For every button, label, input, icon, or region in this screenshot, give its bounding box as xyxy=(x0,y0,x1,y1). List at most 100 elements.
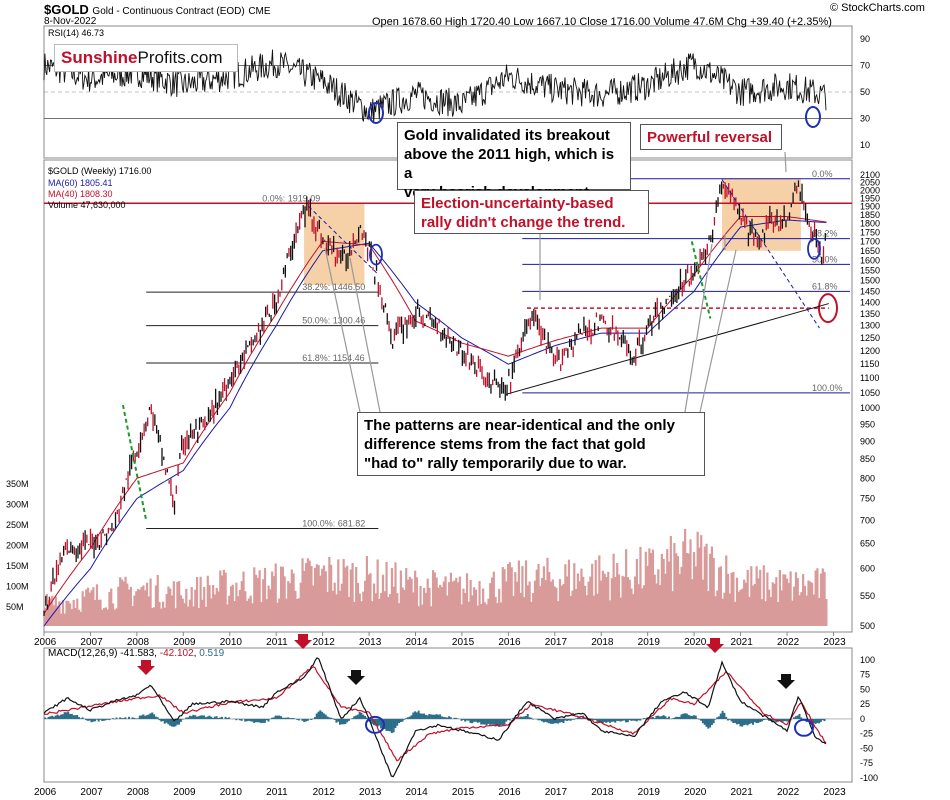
volume-bar xyxy=(383,591,386,626)
macd-histogram-bar xyxy=(766,718,769,720)
year-label: 2012 xyxy=(313,637,336,648)
macd-highlight-circle xyxy=(365,715,385,734)
volume-bar xyxy=(462,588,465,626)
macd-histogram-bar xyxy=(685,713,688,719)
volume-bar xyxy=(174,608,177,626)
volume-legend: Volume 47,630,000 xyxy=(48,200,126,210)
volume-bar xyxy=(650,553,653,626)
volume-bar xyxy=(718,567,721,626)
volume-bar xyxy=(160,608,163,626)
callout-powerful-reversal: Powerful reversal xyxy=(640,124,782,150)
price-tick-label: 550 xyxy=(860,591,875,601)
volume-bar xyxy=(212,584,215,626)
macd-histogram-bar xyxy=(321,711,324,719)
volume-bar xyxy=(176,582,179,626)
volume-bar xyxy=(333,582,336,626)
volume-bar xyxy=(397,603,401,626)
macd-histogram-bar xyxy=(97,718,100,722)
volume-bar xyxy=(378,598,381,626)
macd-histogram-bar xyxy=(558,718,561,723)
macd-histogram-bar xyxy=(142,714,145,719)
volume-bar xyxy=(657,569,660,626)
volume-bar xyxy=(805,595,808,626)
macd-histogram-bar xyxy=(364,715,367,719)
macd-histogram-bar xyxy=(446,717,449,719)
volume-bar xyxy=(349,569,352,626)
macd-histogram-bar xyxy=(487,718,490,724)
volume-bar xyxy=(542,566,546,626)
macd-histogram-bar xyxy=(267,718,270,722)
macd-histogram-bar xyxy=(823,718,826,722)
volume-bar xyxy=(769,597,773,626)
macd-histogram-bar xyxy=(637,718,640,721)
volume-bar xyxy=(301,558,304,626)
volume-bar xyxy=(600,580,603,626)
macd-histogram-bar xyxy=(578,716,581,719)
macd-histogram-bar xyxy=(206,716,209,719)
volume-bar xyxy=(299,582,302,626)
macd-histogram-bar xyxy=(120,718,123,719)
volume-bar xyxy=(235,582,238,626)
volume-bar xyxy=(263,567,267,626)
volume-bar xyxy=(696,531,699,626)
volume-bar xyxy=(104,607,107,626)
volume-bar xyxy=(487,598,490,626)
volume-bar xyxy=(589,576,592,626)
sunshine-profits-logo: SunshineProfits.com xyxy=(54,44,238,72)
macd-histogram-bar xyxy=(507,718,510,721)
volume-bar xyxy=(498,588,501,626)
macd-histogram-bar xyxy=(210,716,213,719)
macd-histogram-bar xyxy=(220,716,223,719)
price-tick-label: 950 xyxy=(860,419,875,429)
macd-red-arrow xyxy=(294,634,312,649)
volume-bar xyxy=(90,590,93,626)
macd-histogram-bar xyxy=(616,718,619,721)
volume-bar xyxy=(735,577,739,626)
volume-bar xyxy=(800,592,803,626)
volume-bar xyxy=(655,583,658,626)
macd-histogram-bar xyxy=(666,717,669,719)
volume-bar xyxy=(192,606,195,626)
macd-histogram-bar xyxy=(612,718,615,722)
volume-bar xyxy=(560,585,563,626)
volume-bar xyxy=(254,574,258,626)
macd-histogram-bar xyxy=(465,718,468,721)
volume-bar xyxy=(376,559,379,626)
volume-bar xyxy=(505,581,508,626)
ma40-line xyxy=(43,216,827,614)
volume-bar xyxy=(52,605,56,626)
volume-bar xyxy=(633,576,637,626)
volume-bar xyxy=(187,606,190,626)
volume-bar xyxy=(374,593,377,626)
macd-histogram-bar xyxy=(315,713,318,719)
macd-histogram-bar xyxy=(306,718,309,721)
volume-bar xyxy=(170,595,174,626)
volume-bar xyxy=(562,584,565,626)
macd-histogram-bar xyxy=(389,718,392,732)
volume-bar xyxy=(131,606,134,626)
volume-bar xyxy=(161,601,165,626)
volume-bar xyxy=(328,556,331,626)
volume-bar xyxy=(791,600,794,626)
macd-histogram-bar xyxy=(190,716,193,719)
price-tick-label: 500 xyxy=(860,621,875,631)
volume-bar xyxy=(423,587,426,626)
volume-bar xyxy=(54,596,57,626)
macd-histogram-bar xyxy=(244,718,247,722)
macd-histogram-bar xyxy=(816,718,819,724)
volume-bar xyxy=(639,546,642,626)
macd-histogram-bar xyxy=(464,718,467,722)
macd-histogram-bar xyxy=(821,718,824,721)
volume-bar xyxy=(793,586,796,626)
macd-histogram-bar xyxy=(131,717,134,719)
macd-histogram-bar xyxy=(751,718,754,725)
volume-bar xyxy=(510,567,513,626)
volume-bar xyxy=(399,570,402,626)
macd-histogram-bar xyxy=(369,718,372,722)
price-tick-label: 1150 xyxy=(860,359,879,369)
callout-connector xyxy=(784,151,787,173)
volume-bar xyxy=(803,585,807,626)
macd-histogram-bar xyxy=(700,718,703,721)
volume-bar xyxy=(503,569,506,626)
volume-bar xyxy=(95,584,99,626)
